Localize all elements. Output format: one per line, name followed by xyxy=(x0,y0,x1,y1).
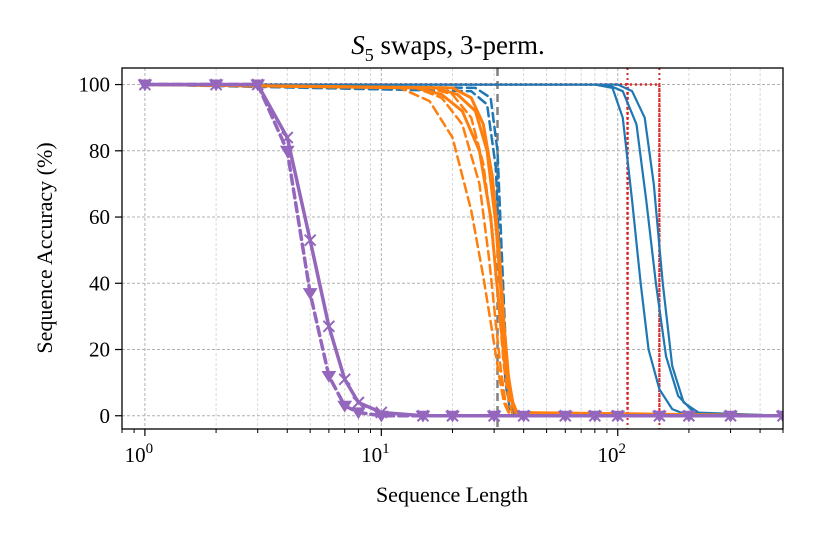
grid xyxy=(122,68,784,429)
series-group xyxy=(137,78,783,423)
title-rest: swaps, 3-perm. xyxy=(374,30,545,60)
triangle-marker xyxy=(373,410,389,423)
triangle-marker xyxy=(445,410,460,423)
triangle-marker xyxy=(723,410,738,423)
x-tick-label: 102 xyxy=(598,441,627,467)
triangle-marker xyxy=(208,79,224,92)
x-tick-exponent: 2 xyxy=(619,441,627,457)
y-tick-label: 20 xyxy=(89,338,110,362)
y-tick-label: 80 xyxy=(89,139,110,163)
series-line-orange-dashed-3 xyxy=(143,83,783,417)
y-tick-label: 60 xyxy=(89,205,110,229)
x-tick-base: 10 xyxy=(598,443,619,467)
triangle-marker xyxy=(137,79,153,92)
triangle-marker xyxy=(279,145,295,158)
triangle-marker xyxy=(486,410,502,423)
triangle-marker xyxy=(557,410,573,423)
triangle-marker xyxy=(681,410,697,423)
series-line-purple-dashed-triangle xyxy=(143,82,783,418)
series-line-orange-dashed-2 xyxy=(143,83,783,417)
triangle-marker xyxy=(516,410,532,423)
series-line-orange-solid-3 xyxy=(143,83,783,418)
series-line-blue-solid-3 xyxy=(143,83,783,417)
y-tick-label: 100 xyxy=(79,73,111,97)
triangle-marker xyxy=(587,410,603,423)
triangle-marker xyxy=(351,407,366,420)
series-line-blue-solid-1 xyxy=(143,83,783,417)
y-axis-ticks: 0 20 40 60 80 100 xyxy=(79,73,122,428)
triangle-marker xyxy=(415,410,431,423)
triangle-marker xyxy=(651,410,667,423)
x-tick-base: 10 xyxy=(361,443,382,467)
x-marker xyxy=(352,396,365,409)
y-axis-label: Sequence Accuracy (%) xyxy=(32,142,57,353)
x-tick-base: 10 xyxy=(125,443,146,467)
x-tick-exponent: 0 xyxy=(146,441,154,457)
x-axis-ticks: 100 101 102 xyxy=(121,429,784,467)
y-tick-label: 40 xyxy=(89,271,110,295)
x-tick-label: 101 xyxy=(361,441,390,467)
triangle-marker xyxy=(321,370,337,383)
x-tick-label: 100 xyxy=(125,441,154,467)
triangle-marker xyxy=(775,410,783,423)
triangle-marker xyxy=(302,288,318,301)
triangle-marker xyxy=(610,410,626,423)
x-marker xyxy=(303,234,317,247)
plot-area xyxy=(137,68,783,429)
chart-title: S5 swaps, 3-perm. xyxy=(351,30,544,65)
x-marker xyxy=(322,320,336,333)
x-tick-exponent: 1 xyxy=(382,441,390,457)
triangle-marker xyxy=(337,400,353,413)
y-tick-label: 0 xyxy=(100,404,111,428)
triangle-marker xyxy=(250,79,266,92)
x-axis-label: Sequence Length xyxy=(376,482,528,507)
title-subscript: 5 xyxy=(365,45,374,65)
x-marker xyxy=(338,373,351,386)
title-main: S xyxy=(351,30,365,60)
